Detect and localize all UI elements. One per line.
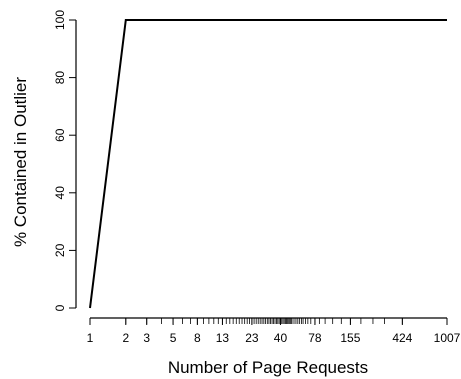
x-tick-label: 3 bbox=[143, 331, 150, 345]
x-tick-label: 5 bbox=[170, 331, 177, 345]
x-tick-label: 1007 bbox=[434, 331, 461, 345]
axes bbox=[75, 20, 447, 319]
x-tick-label: 78 bbox=[308, 331, 322, 345]
y-tick-label: 60 bbox=[53, 128, 67, 142]
series-line bbox=[89, 19, 447, 309]
x-axis-title: Number of Page Requests bbox=[168, 358, 368, 377]
y-tick-label: 20 bbox=[53, 243, 67, 257]
x-tick-label: 2 bbox=[122, 331, 129, 345]
x-tick-label: 155 bbox=[340, 331, 360, 345]
y-ticks: 0 20 40 60 80 100 bbox=[53, 10, 76, 311]
y-tick-label: 80 bbox=[53, 71, 67, 85]
x-tick-label: 40 bbox=[274, 331, 288, 345]
x-tick-label: 424 bbox=[392, 331, 412, 345]
series-lines bbox=[89, 19, 447, 309]
x-tick-label: 13 bbox=[216, 331, 230, 345]
x-tick-label: 8 bbox=[194, 331, 201, 345]
x-rug bbox=[125, 318, 448, 324]
x-ticks: 1 2 3 5 8 13 23 40 78 155 424 1007 bbox=[87, 318, 461, 345]
y-tick-label: 40 bbox=[53, 186, 67, 200]
y-tick-label: 100 bbox=[53, 10, 67, 30]
x-tick-label: 23 bbox=[245, 331, 259, 345]
x-tick-label: 1 bbox=[87, 331, 94, 345]
y-tick-label: 0 bbox=[53, 304, 67, 311]
y-axis-title: % Contained in Outlier bbox=[11, 77, 30, 247]
